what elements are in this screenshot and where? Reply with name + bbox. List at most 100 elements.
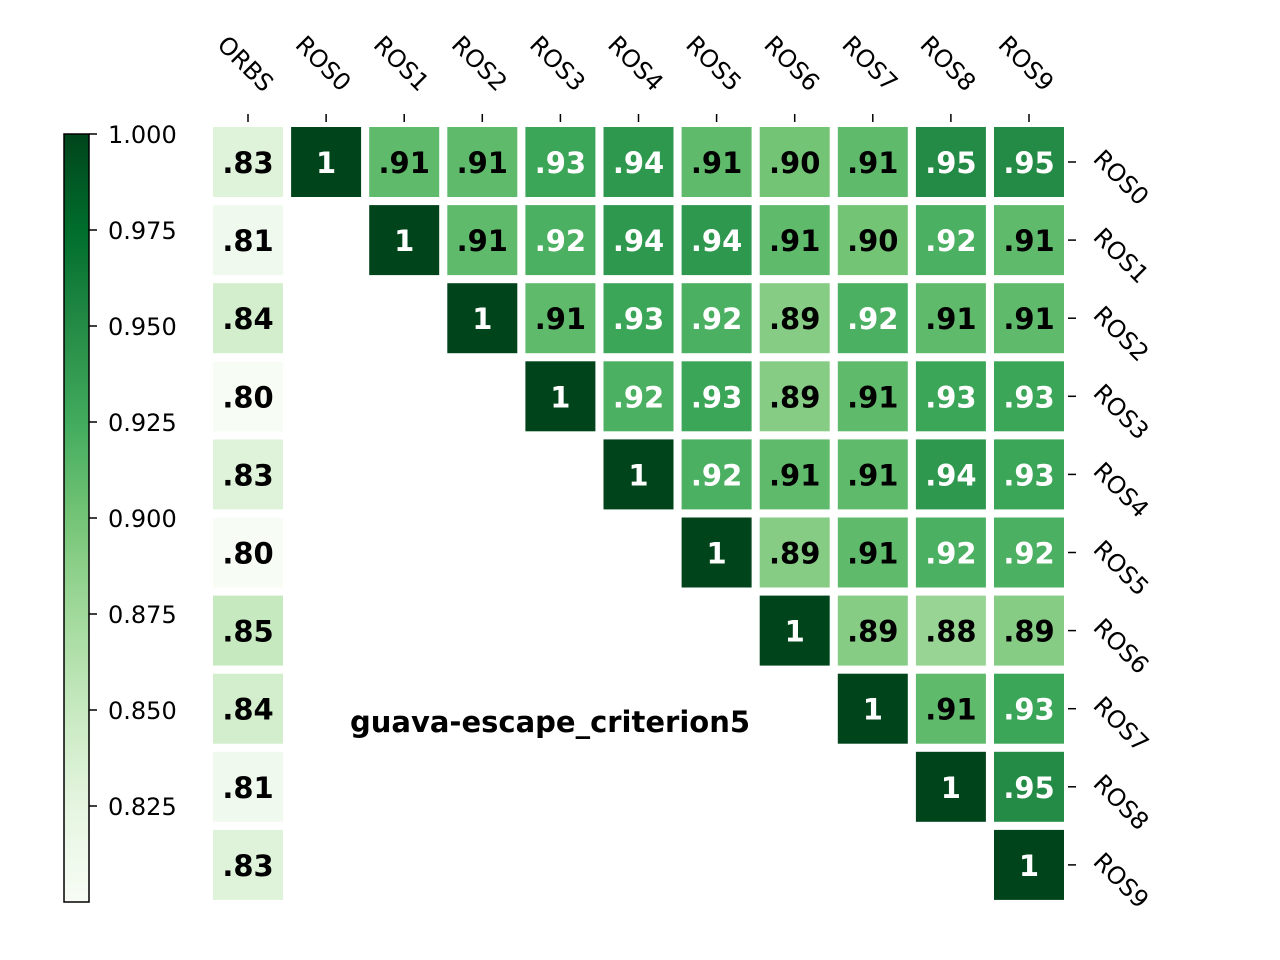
y-tick-label: ROS8 [1088, 769, 1155, 836]
heatmap-cell [681, 205, 752, 276]
heatmap-cell [369, 127, 440, 197]
cell-value-label: 1 [628, 458, 648, 492]
cell-value-label: .83 [222, 458, 273, 492]
cell-value-label: .81 [222, 771, 273, 805]
cell-value-label: 1 [707, 537, 727, 571]
colorbar-tick-label: 0.900 [108, 505, 177, 533]
heatmap-cell [994, 283, 1064, 354]
cell-value-label: 1 [1019, 849, 1039, 883]
cell-value-label: .83 [222, 849, 273, 883]
x-tick-label: ROS5 [680, 30, 747, 97]
cell-value-label: .91 [847, 458, 898, 492]
heatmap-cell [837, 517, 908, 588]
cell-value-label: .84 [222, 693, 273, 727]
y-axis-ticks: ROS0 ROS1 ROS2 ROS3 ROS4 ROS5 ROS6 ROS7 ROS8 ROS9 [1068, 144, 1155, 914]
x-tick-label: ROS9 [993, 30, 1060, 97]
heatmap-cell [759, 361, 830, 432]
heatmap-cell [213, 127, 283, 197]
heatmap-cell [603, 205, 674, 276]
heatmap-cell [213, 517, 283, 588]
heatmap-cell [681, 283, 752, 354]
heatmap-cell [837, 439, 908, 510]
heatmap-cell [759, 283, 830, 354]
cell-value-label: .91 [1003, 224, 1054, 258]
heatmap-cell [213, 283, 283, 354]
heatmap-cell [915, 439, 986, 510]
cell-value-label: .92 [925, 537, 976, 571]
x-tick-label: ROS6 [758, 30, 825, 97]
heatmap-cell [994, 673, 1064, 744]
heatmap-cell [837, 361, 908, 432]
cell-value-label: .92 [613, 380, 664, 414]
heatmap-cell [994, 439, 1064, 510]
cell-value-label: .91 [925, 302, 976, 336]
heatmap-cell [837, 673, 908, 744]
heatmap-cell [915, 127, 986, 197]
heatmap-cell [837, 595, 908, 666]
x-tick-label: ROS2 [446, 30, 513, 97]
x-tick-label: ORBS [212, 30, 279, 97]
heatmap-cell [915, 361, 986, 432]
cell-value-label: .94 [613, 224, 664, 258]
cell-value-label: .85 [222, 615, 273, 649]
x-tick-label: ROS1 [368, 30, 435, 97]
cell-value-label: .92 [925, 224, 976, 258]
cell-value-label: .93 [1003, 380, 1054, 414]
cell-value-label: 1 [785, 615, 805, 649]
cell-value-label: .92 [535, 224, 586, 258]
cell-value-label: .95 [1003, 771, 1054, 805]
cell-value-label: 1 [394, 224, 414, 258]
heatmap-cell [291, 127, 362, 197]
colorbar-tick-label: 0.975 [108, 217, 177, 245]
cell-value-label: 1 [550, 380, 570, 414]
heatmap-cell [994, 751, 1064, 822]
chart-title: guava-escape_criterion5 [350, 705, 750, 739]
heatmap-cell [525, 283, 596, 354]
cell-value-label: .81 [222, 224, 273, 258]
heatmap-cell [447, 127, 518, 197]
colorbar: 1.000 0.975 0.950 0.925 0.900 0.875 0.850 0.825 [63, 121, 177, 903]
cell-value-label: .93 [925, 380, 976, 414]
x-tick-label: ROS4 [602, 30, 669, 97]
cell-value-label: .89 [769, 302, 820, 336]
cell-value-label: 1 [316, 146, 336, 180]
heatmap-cell [915, 673, 986, 744]
heatmap-cell [525, 127, 596, 197]
heatmap-cell [681, 127, 752, 197]
heatmap-cell [213, 673, 283, 744]
cell-value-label: .90 [769, 146, 820, 180]
cell-value-label: .92 [1003, 537, 1054, 571]
cell-value-label: .80 [222, 380, 273, 414]
cell-value-label: .84 [222, 302, 273, 336]
heatmap-cell [994, 361, 1064, 432]
cell-value-label: .92 [691, 302, 742, 336]
x-tick-label: ROS8 [915, 30, 982, 97]
cell-value-label: .94 [925, 458, 976, 492]
heatmap-cell [994, 127, 1064, 197]
heatmap-cell [994, 829, 1064, 900]
heatmap-cell [603, 283, 674, 354]
heatmap-cell [525, 205, 596, 276]
cell-value-label: .80 [222, 537, 273, 571]
y-tick-label: ROS7 [1088, 691, 1155, 758]
cell-value-label: 1 [941, 771, 961, 805]
colorbar-tick-label: 0.925 [108, 409, 177, 437]
cell-value-label: .91 [379, 146, 430, 180]
colorbar-gradient [63, 133, 90, 903]
cell-value-label: .89 [847, 615, 898, 649]
heatmap-cell [759, 517, 830, 588]
heatmap-cell [994, 595, 1064, 666]
cell-value-label: .95 [1003, 146, 1054, 180]
heatmap-cell [213, 361, 283, 432]
cell-value-label: .89 [769, 380, 820, 414]
y-tick-label: ROS9 [1088, 847, 1155, 914]
cell-value-label: .83 [222, 146, 273, 180]
cell-value-label: .91 [769, 224, 820, 258]
heatmap-cell [837, 205, 908, 276]
cell-value-label: .91 [535, 302, 586, 336]
y-tick-label: ROS4 [1088, 457, 1155, 524]
heatmap-cell [915, 205, 986, 276]
cell-value-label: .91 [457, 224, 508, 258]
cell-value-label: .91 [1003, 302, 1054, 336]
